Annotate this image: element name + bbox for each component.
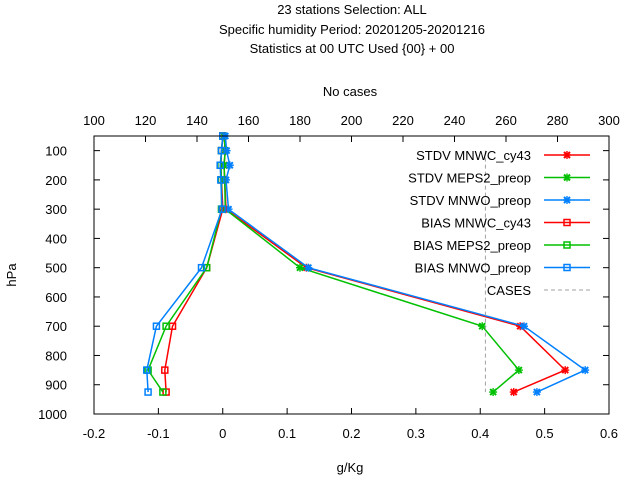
title-line-3: Statistics at 00 UTC Used {00} + 00 bbox=[250, 41, 455, 56]
legend-label: CASES bbox=[487, 283, 531, 298]
x-tick-label: 0.2 bbox=[342, 426, 360, 441]
legend-item: STDV MNWC_cy43 bbox=[416, 148, 590, 163]
y-tick-label: 200 bbox=[45, 173, 67, 188]
legend-label: BIAS MNWO_preop bbox=[415, 261, 531, 276]
legend-item: BIAS MNWO_preop bbox=[415, 261, 590, 276]
x-axis-label: g/Kg bbox=[337, 460, 364, 475]
data-point bbox=[581, 366, 590, 375]
series-stdv-mnwo-preop bbox=[221, 132, 590, 397]
legend-label: STDV MNWO_preop bbox=[410, 193, 531, 208]
series-layer bbox=[143, 132, 590, 397]
data-point bbox=[217, 176, 225, 184]
data-point bbox=[563, 173, 571, 182]
x2-tick-label: 180 bbox=[289, 113, 311, 128]
y-tick-label: 500 bbox=[45, 261, 67, 276]
series-line bbox=[146, 135, 224, 393]
y-axis-label: hPa bbox=[4, 263, 19, 287]
x2-tick-label: 240 bbox=[444, 113, 466, 128]
data-point bbox=[478, 322, 487, 331]
y-tick-label: 300 bbox=[45, 202, 67, 217]
legend-item: BIAS MNWC_cy43 bbox=[421, 216, 590, 231]
data-point bbox=[144, 388, 152, 396]
legend-label: BIAS MNWC_cy43 bbox=[421, 216, 531, 231]
series-bias-meps2-preop bbox=[144, 132, 227, 396]
data-point bbox=[161, 366, 169, 374]
x2-tick-label: 280 bbox=[547, 113, 569, 128]
data-point bbox=[520, 322, 529, 331]
y-tick-label: 100 bbox=[45, 144, 67, 159]
data-point bbox=[563, 241, 571, 249]
title-line-1: 23 stations Selection: ALL bbox=[277, 2, 427, 17]
data-point bbox=[218, 205, 226, 213]
x2-tick-label: 160 bbox=[238, 113, 260, 128]
x-tick-label: -0.2 bbox=[83, 426, 105, 441]
x-tick-label: 0.5 bbox=[536, 426, 554, 441]
x2-tick-label: 120 bbox=[135, 113, 157, 128]
legend-label: BIAS MEPS2_preop bbox=[413, 238, 531, 253]
y-tick-label: 800 bbox=[45, 348, 67, 363]
data-point bbox=[202, 263, 211, 272]
x-tick-label: 0.6 bbox=[600, 426, 618, 441]
legend: STDV MNWC_cy43 STDV MEPS2_preop STDV MNWO_… bbox=[408, 148, 590, 298]
data-point bbox=[561, 366, 570, 375]
legend-item: STDV MEPS2_preop bbox=[408, 171, 590, 186]
x2-tick-label: 100 bbox=[83, 113, 105, 128]
data-point bbox=[532, 388, 541, 397]
data-point bbox=[563, 218, 571, 227]
data-point bbox=[489, 388, 498, 397]
data-point bbox=[296, 263, 304, 272]
data-point bbox=[563, 196, 571, 204]
y-tick-label: 700 bbox=[45, 319, 67, 334]
data-point bbox=[225, 161, 234, 170]
ticks-layer: -0.2 -0.1 0 0.1 0.2 0.3 0.4 0.5 0.6 100 120 140 160 1… bbox=[38, 113, 620, 441]
series-bias-mnwc-cy43 bbox=[161, 132, 227, 396]
chart-title: 23 stations Selection: ALL Specific humi… bbox=[219, 2, 485, 56]
data-point bbox=[216, 161, 224, 170]
data-point bbox=[162, 322, 170, 330]
x2-tick-label: 300 bbox=[598, 113, 620, 128]
x2-tick-label: 260 bbox=[495, 113, 517, 128]
legend-item: BIAS MEPS2_preop bbox=[413, 238, 590, 253]
data-point bbox=[197, 263, 206, 272]
y-tick-label: 600 bbox=[45, 290, 67, 305]
x-tick-label: -0.1 bbox=[147, 426, 169, 441]
data-point bbox=[159, 388, 167, 396]
data-point bbox=[217, 146, 226, 155]
x-tick-label: 0 bbox=[219, 426, 226, 441]
data-point bbox=[143, 366, 151, 374]
legend-item: CASES bbox=[487, 283, 590, 298]
x2-tick-label: 200 bbox=[341, 113, 363, 128]
data-point bbox=[563, 151, 571, 159]
x2-tick-label: 220 bbox=[392, 113, 414, 128]
legend-label: STDV MNWC_cy43 bbox=[416, 148, 531, 163]
title-line-2: Specific humidity Period: 20201205-20201… bbox=[219, 22, 485, 37]
plot-frame bbox=[93, 135, 610, 415]
data-point bbox=[509, 388, 518, 397]
series-bias-mnwo-preop bbox=[143, 132, 227, 396]
series-line bbox=[224, 135, 587, 393]
data-point bbox=[152, 322, 161, 330]
data-point bbox=[563, 263, 571, 272]
series-line bbox=[147, 135, 224, 393]
y-tick-label: 1000 bbox=[38, 407, 67, 422]
data-point bbox=[304, 263, 313, 272]
x2-tick-label: 140 bbox=[186, 113, 208, 128]
x-tick-label: 0.1 bbox=[278, 426, 296, 441]
legend-label: STDV MEPS2_preop bbox=[408, 171, 531, 186]
data-point bbox=[514, 366, 523, 375]
x-tick-label: 0.4 bbox=[471, 426, 489, 441]
x-tick-label: 0.3 bbox=[407, 426, 425, 441]
y-tick-label: 900 bbox=[45, 378, 67, 393]
series-line bbox=[164, 135, 224, 393]
x2-axis-label: No cases bbox=[323, 84, 378, 99]
y-tick-label: 400 bbox=[45, 231, 67, 246]
legend-item: STDV MNWO_preop bbox=[410, 193, 590, 208]
